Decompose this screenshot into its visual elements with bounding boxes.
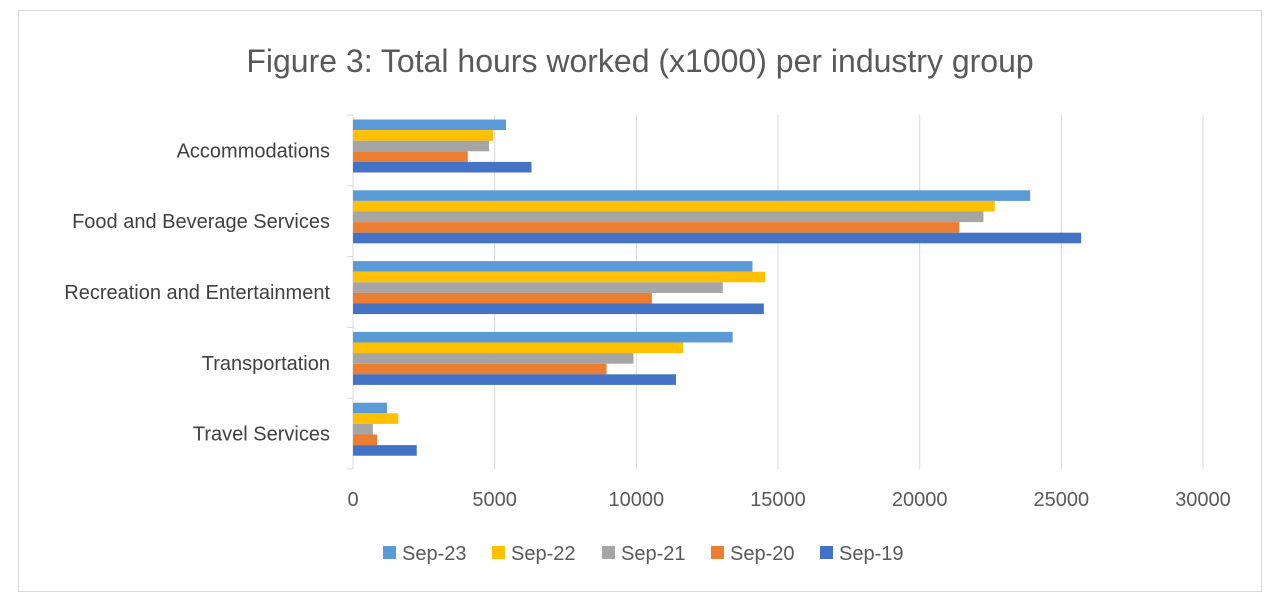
- bar: [353, 434, 378, 446]
- bar: [353, 353, 634, 364]
- legend-item: Sep-22: [492, 543, 576, 565]
- legend-swatch: [383, 546, 396, 559]
- x-tick-label: 20000: [892, 489, 948, 511]
- category-labels: Accommodations Food and Beverage Services…: [64, 140, 330, 445]
- bar: [353, 445, 417, 456]
- category-label: Travel Services: [193, 424, 330, 446]
- legend-label: Sep-21: [621, 543, 686, 565]
- legend-swatch: [492, 546, 505, 559]
- legend-label: Sep-22: [511, 543, 576, 565]
- x-tick-label: 10000: [609, 489, 665, 511]
- x-tick-label: 15000: [750, 489, 806, 511]
- legend-swatch: [711, 546, 724, 559]
- bar: [353, 161, 532, 173]
- bar: [353, 232, 1082, 244]
- category-label: Accommodations: [177, 140, 330, 162]
- legend-swatch: [602, 546, 615, 559]
- legend-swatch: [820, 546, 833, 559]
- bar: [353, 331, 733, 343]
- bar: [353, 151, 468, 162]
- bar: [353, 413, 399, 424]
- bar: [353, 402, 387, 414]
- category-label: Recreation and Entertainment: [64, 282, 330, 304]
- bar: [353, 271, 766, 283]
- category-label: Transportation: [202, 353, 330, 375]
- bar: [353, 140, 489, 152]
- bar: [353, 222, 960, 233]
- x-tick-label: 30000: [1175, 489, 1231, 511]
- bar: [353, 374, 676, 385]
- category-label: Food and Beverage Services: [72, 211, 330, 233]
- bar: [353, 363, 607, 375]
- x-tick-labels: 0 5000 10000 15000 20000 25000 30000: [347, 489, 1230, 511]
- bar: [353, 211, 984, 223]
- bar: [353, 423, 373, 435]
- legend-item: Sep-19: [820, 543, 904, 565]
- bar: [353, 190, 1031, 201]
- legend-item: Sep-20: [711, 543, 795, 565]
- gridlines: [494, 115, 1204, 469]
- category-axis: [347, 114, 354, 470]
- legend-item: Sep-23: [383, 543, 467, 565]
- x-tick-label: 5000: [472, 489, 517, 511]
- legend-label: Sep-20: [730, 543, 795, 565]
- bars: [353, 119, 1082, 456]
- bar: [353, 342, 684, 354]
- bar: [353, 303, 764, 315]
- bar: [353, 261, 753, 272]
- chart-title: Figure 3: Total hours worked (x1000) per…: [246, 43, 1033, 79]
- legend-item: Sep-21: [602, 543, 686, 565]
- bar: [353, 282, 723, 293]
- legend-label: Sep-19: [839, 543, 904, 565]
- bar: [353, 119, 506, 131]
- bar: [353, 130, 494, 141]
- legend-label: Sep-23: [402, 543, 467, 565]
- bar: [353, 292, 652, 304]
- x-tick-label: 0: [347, 489, 358, 511]
- bar: [353, 200, 995, 212]
- legend: Sep-23 Sep-22 Sep-21 Sep-20 Sep-19: [383, 543, 904, 565]
- x-tick-label: 25000: [1034, 489, 1090, 511]
